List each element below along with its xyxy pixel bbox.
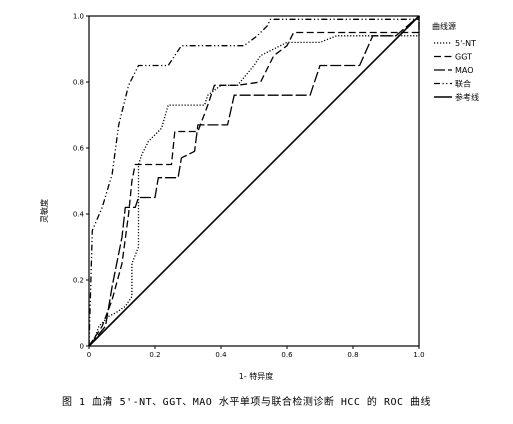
legend-entry-label: 联合 — [455, 79, 471, 89]
y-tick-label: 0.4 — [73, 211, 85, 219]
series-line-2 — [88, 15, 420, 347]
y-tick-label: 0 — [80, 343, 84, 351]
plot-frame — [88, 15, 420, 347]
legend-entry-label: 参考线 — [455, 92, 479, 102]
x-axis-label: 1- 特异度 — [239, 371, 274, 381]
y-axis-ticks: 0 0.2 0.4 0.6 0.8 1.0 — [73, 13, 89, 351]
legend-entry-label: MAO — [455, 66, 474, 75]
series-line-4 — [88, 15, 420, 347]
y-tick-label: 0.6 — [73, 145, 85, 153]
x-tick-label: 0.2 — [149, 351, 160, 359]
series-line-1 — [88, 16, 420, 347]
legend-entry-label: GGT — [455, 53, 472, 62]
plot-border — [88, 15, 420, 347]
x-tick-label: 0.6 — [281, 351, 293, 359]
figure-caption: 图 1 血清 5'-NT、GGT、MAO 水平单项与联合检测诊断 HCC 的 R… — [62, 397, 432, 408]
x-axis-ticks: 0 0.2 0.4 0.6 0.8 1.0 — [87, 346, 425, 359]
x-tick-label: 0.8 — [347, 351, 358, 359]
series-line-3 — [88, 16, 420, 347]
series-layer — [88, 15, 420, 347]
legend-entry-label: 5'-NT — [455, 39, 476, 48]
y-tick-label: 1.0 — [73, 13, 84, 21]
legend-title: 曲线源 — [432, 21, 456, 31]
y-tick-label: 0.8 — [73, 79, 84, 87]
x-tick-label: 1.0 — [413, 351, 424, 359]
y-axis-label: 灵敏度 — [39, 199, 49, 223]
x-tick-label: 0 — [87, 351, 91, 359]
y-tick-label: 0.2 — [73, 277, 84, 285]
x-tick-label: 0.4 — [215, 351, 227, 359]
